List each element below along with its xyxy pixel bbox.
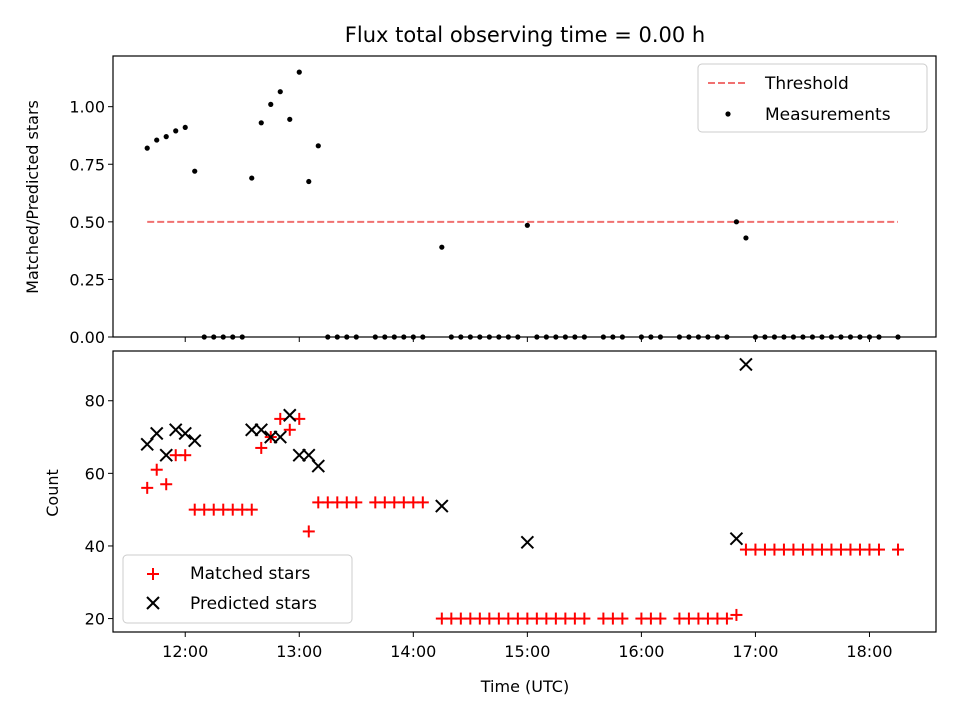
bottom-legend: Matched stars Predicted stars: [122, 554, 353, 624]
matched-star-point: [274, 412, 287, 425]
y-tick-label: 0.75: [69, 155, 105, 174]
measurement-point: [743, 235, 749, 241]
measurement-point: [154, 137, 160, 143]
x-tick-label: 13:00: [276, 642, 322, 661]
measurement-point: [524, 222, 530, 228]
predicted-star-point: [169, 423, 183, 437]
predicted-star-point: [264, 430, 278, 444]
y-tick-label: 1.00: [69, 98, 105, 117]
y-tick-label: 20: [85, 610, 105, 629]
predicted-star-point: [435, 499, 449, 513]
top-legend-box: [697, 63, 928, 133]
matched-star-point: [141, 481, 154, 494]
y-tick-label: 40: [85, 537, 105, 556]
predicted-star-point: [245, 423, 259, 437]
chart-title: Flux total observing time = 0.00 h: [345, 23, 705, 47]
y-tick-label: 60: [85, 464, 105, 483]
matched-star-point: [179, 449, 192, 462]
y-tick-label: 0.25: [69, 270, 105, 289]
top-axes-frame: [112, 55, 937, 338]
measurement-point: [182, 124, 188, 131]
measurement-point: [173, 128, 179, 134]
x-tick-label: 12:00: [162, 642, 208, 661]
bottom-plot-area: 20 40 60 80 12:00 13:00 14:00 15:00 16:00 17:00 18…: [85, 357, 904, 661]
predicted-star-point: [729, 531, 744, 546]
y-tick-label: 0.50: [69, 213, 105, 232]
measurement-point: [192, 168, 198, 174]
predicted-star-point: [150, 426, 164, 441]
measurement-point: [733, 219, 740, 225]
legend-threshold-label: Threshold: [764, 74, 849, 94]
measurement-point: [296, 69, 302, 75]
matched-star-point: [302, 525, 315, 538]
matched-star-point: [245, 503, 258, 516]
predicted-star-point: [188, 433, 202, 448]
legend-matched-marker: [147, 568, 159, 580]
predicted-star-point: [159, 448, 173, 462]
legend-measurements-marker: [725, 111, 731, 117]
y-tick-label: 0.00: [69, 328, 105, 347]
matched-star-point: [416, 496, 429, 509]
x-tick-label: 17:00: [732, 642, 778, 661]
legend-matched-label: Matched stars: [190, 564, 310, 584]
matched-star-point: [616, 612, 629, 625]
matched-star-point: [720, 612, 733, 625]
predicted-star-point: [520, 535, 535, 550]
measurement-point: [268, 101, 274, 107]
matched-star-point: [891, 543, 904, 556]
top-panel: Flux total observing time = 0.00 h Match…: [23, 23, 937, 347]
legend-measurements-label: Measurements: [765, 105, 891, 125]
predicted-star-point: [311, 459, 325, 473]
legend-predicted-label: Predicted stars: [190, 594, 317, 614]
x-tick-label: 15:00: [504, 642, 550, 661]
bottom-ylabel: Count: [43, 469, 62, 517]
matched-star-point: [160, 478, 173, 491]
top-ylabel: Matched/Predicted stars: [23, 100, 42, 294]
measurement-point: [287, 116, 293, 122]
matched-star-point: [293, 412, 306, 425]
matched-star-point: [350, 496, 363, 509]
measurement-point: [144, 145, 150, 151]
matched-star-point: [283, 423, 296, 436]
measurement-point: [439, 244, 445, 250]
y-tick-label: 80: [85, 392, 105, 411]
matched-star-point: [654, 612, 667, 625]
measurement-point: [249, 175, 255, 181]
bottom-axes-frame: [112, 350, 937, 633]
predicted-star-point: [273, 430, 287, 444]
top-legend: Threshold Measurements: [697, 63, 928, 133]
predicted-star-point: [739, 357, 753, 372]
matched-star-point: [872, 543, 885, 556]
legend-predicted-marker: [146, 596, 160, 610]
matched-star-point: [255, 441, 268, 454]
measurement-point: [258, 120, 264, 126]
predicted-star-point: [302, 448, 316, 462]
measurement-point: [306, 178, 312, 185]
matched-star-point: [730, 608, 743, 621]
predicted-star-point: [283, 408, 297, 422]
matched-star-point: [150, 463, 163, 476]
predicted-star-point: [292, 448, 306, 462]
measurement-point: [163, 134, 169, 140]
x-tick-label: 18:00: [846, 642, 892, 661]
x-tick-label: 14:00: [390, 642, 436, 661]
x-tick-label: 16:00: [618, 642, 664, 661]
bottom-legend-box: [122, 554, 353, 624]
measurement-point: [277, 89, 283, 95]
bottom-xlabel: Time (UTC): [480, 677, 569, 696]
measurement-point: [315, 143, 321, 149]
matched-star-point: [578, 612, 591, 625]
bottom-panel: Count 20 40 60 80 12:00 13:00 14:00 15:00 16:00 1…: [43, 350, 937, 696]
predicted-star-point: [140, 437, 154, 452]
predicted-star-point: [178, 426, 192, 441]
predicted-star-point: [254, 423, 268, 437]
